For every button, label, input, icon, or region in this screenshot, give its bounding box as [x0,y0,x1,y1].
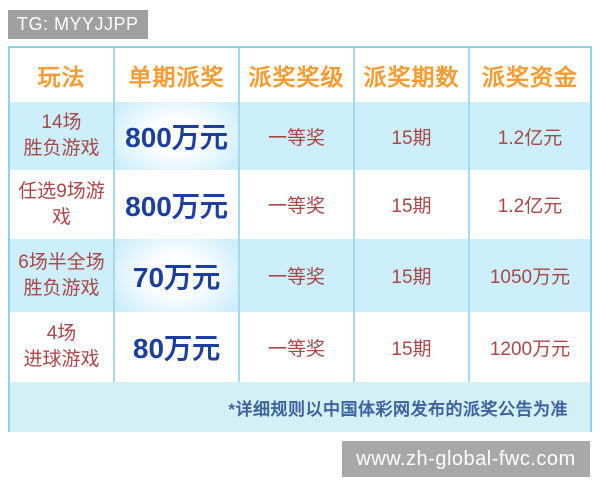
cell-prize: 70万元 [115,239,240,312]
cell-level: 一等奖 [240,170,355,239]
table-row: 6场半全场 胜负游戏 70万元 一等奖 15期 1050万元 [10,239,590,312]
table-row: 4场 进球游戏 80万元 一等奖 15期 1200万元 [10,312,590,382]
prize-table: 玩法 单期派奖 派奖奖级 派奖期数 派奖资金 14场 胜负游戏 800万元 一等… [8,46,592,432]
cell-level: 一等奖 [240,312,355,382]
watermark-url-text: www.zh-global-fwc.com [356,447,576,470]
table-row: 14场 胜负游戏 800万元 一等奖 15期 1.2亿元 [10,102,590,170]
cell-play: 14场 胜负游戏 [10,102,115,170]
header-play: 玩法 [10,48,115,102]
cell-periods: 15期 [355,239,470,312]
cell-fund: 1.2亿元 [470,170,590,239]
table-row: 任选9场游戏 800万元 一等奖 15期 1.2亿元 [10,170,590,239]
watermark-url-bar: www.zh-global-fwc.com [342,441,590,477]
telegram-badge: TG: MYYJJPP [8,10,148,39]
header-prize: 单期派奖 [115,48,240,102]
header-periods: 派奖期数 [355,48,470,102]
telegram-badge-label: TG: MYYJJPP [17,14,139,34]
cell-fund: 1200万元 [470,312,590,382]
cell-level: 一等奖 [240,102,355,170]
cell-prize: 80万元 [115,312,240,382]
cell-fund: 1050万元 [470,239,590,312]
cell-prize: 800万元 [115,102,240,170]
cell-play: 4场 进球游戏 [10,312,115,382]
header-level: 派奖奖级 [240,48,355,102]
header-fund: 派奖资金 [482,64,578,90]
cell-periods: 15期 [355,102,470,170]
cell-level: 一等奖 [240,239,355,312]
cell-play: 6场半全场 胜负游戏 [10,239,115,312]
footnote-text: *详细规则以中国体彩网发布的派奖公告为准 [228,399,568,419]
cell-fund: 1.2亿元 [470,102,590,170]
cell-periods: 15期 [355,312,470,382]
cell-play: 任选9场游戏 [10,170,115,239]
cell-periods: 15期 [355,170,470,239]
table-footnote-row: *详细规则以中国体彩网发布的派奖公告为准 [10,382,590,432]
table-header-row: 玩法 单期派奖 派奖奖级 派奖期数 派奖资金 [10,48,590,102]
cell-prize: 800万元 [115,170,240,239]
